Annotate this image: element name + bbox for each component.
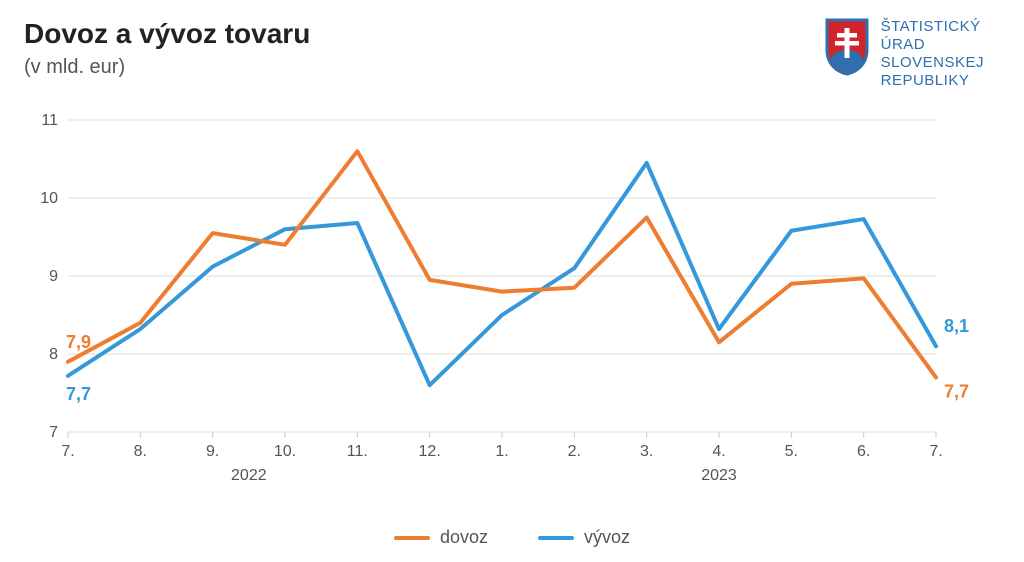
svg-text:7: 7 xyxy=(49,424,58,441)
svg-text:8.: 8. xyxy=(134,443,147,460)
page-title: Dovoz a vývoz tovaru xyxy=(24,18,310,50)
logo-line-3: SLOVENSKEJ xyxy=(881,54,984,72)
legend-label-vyvoz: vývoz xyxy=(584,527,630,548)
legend-swatch-vyvoz xyxy=(538,536,574,540)
svg-text:11.: 11. xyxy=(347,443,368,460)
svg-text:7.: 7. xyxy=(61,443,74,460)
svg-text:2.: 2. xyxy=(568,443,581,460)
svg-text:10: 10 xyxy=(40,190,58,207)
svg-text:3.: 3. xyxy=(640,443,653,460)
legend-label-dovoz: dovoz xyxy=(440,527,488,548)
legend-item-vyvoz: vývoz xyxy=(538,527,630,548)
header: Dovoz a vývoz tovaru (v mld. eur) ŠTATIS… xyxy=(0,0,1024,90)
svg-text:9: 9 xyxy=(49,268,58,285)
chart-area: 7 8 9 10 11 7. 8. 9. 10. 11. 12. 1. 2. 3. 4. 5. 6. 7. 2022… xyxy=(24,110,984,492)
svg-text:9.: 9. xyxy=(206,443,219,460)
svg-text:8: 8 xyxy=(49,346,58,363)
line-chart: 7 8 9 10 11 7. 8. 9. 10. 11. 12. 1. 2. 3. 4. 5. 6. 7. 2022… xyxy=(24,110,984,492)
svg-text:10.: 10. xyxy=(274,443,296,460)
svg-text:11: 11 xyxy=(41,112,58,129)
legend: dovoz vývoz xyxy=(0,527,1024,548)
coat-of-arms-icon xyxy=(823,18,871,76)
svg-text:7,9: 7,9 xyxy=(66,332,91,352)
logo: ŠTATISTICKÝ ÚRAD SLOVENSKEJ REPUBLIKY xyxy=(823,18,984,90)
title-block: Dovoz a vývoz tovaru (v mld. eur) xyxy=(24,18,310,79)
svg-text:5.: 5. xyxy=(785,443,798,460)
logo-line-2: ÚRAD xyxy=(881,36,984,54)
svg-text:4.: 4. xyxy=(712,443,725,460)
legend-item-dovoz: dovoz xyxy=(394,527,488,548)
svg-text:2022: 2022 xyxy=(231,467,267,484)
logo-line-4: REPUBLIKY xyxy=(881,72,984,90)
legend-swatch-dovoz xyxy=(394,536,430,540)
svg-text:8,1: 8,1 xyxy=(944,316,969,336)
svg-text:7.: 7. xyxy=(929,443,942,460)
svg-text:7,7: 7,7 xyxy=(944,381,969,401)
svg-text:2023: 2023 xyxy=(701,467,737,484)
svg-text:6.: 6. xyxy=(857,443,870,460)
page-subtitle: (v mld. eur) xyxy=(24,56,310,79)
svg-text:12.: 12. xyxy=(419,443,441,460)
svg-text:7,7: 7,7 xyxy=(66,384,91,404)
svg-text:1.: 1. xyxy=(495,443,508,460)
logo-line-1: ŠTATISTICKÝ xyxy=(881,18,984,36)
logo-text: ŠTATISTICKÝ ÚRAD SLOVENSKEJ REPUBLIKY xyxy=(881,18,984,90)
